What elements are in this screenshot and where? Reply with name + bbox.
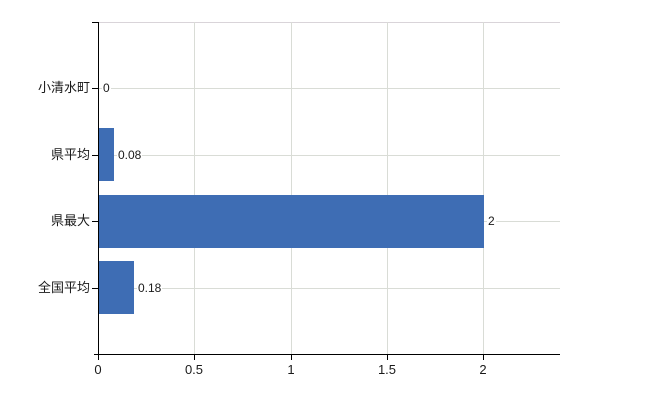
category-label-0: 小清水町 (37, 80, 90, 95)
y-axis-end-tick (92, 22, 98, 23)
bar-value-label: 2 (487, 214, 496, 228)
x-tick-label: 0.5 (184, 362, 204, 377)
y-axis (98, 22, 99, 355)
x-tick (98, 354, 99, 360)
category-label-1: 県平均 (50, 147, 90, 162)
bar-1 (99, 128, 114, 181)
x-tick (483, 354, 484, 360)
bar-value-label: 0.08 (117, 148, 143, 162)
x-tick-label: 0 (94, 362, 102, 377)
y-tick (92, 288, 98, 289)
y-tick (92, 88, 98, 89)
y-tick (92, 155, 98, 156)
gridline-vertical (483, 22, 484, 354)
x-axis (94, 354, 560, 355)
gridline-horizontal (98, 288, 560, 289)
x-tick (291, 354, 292, 360)
x-tick (194, 354, 195, 360)
gridline-vertical (194, 22, 195, 354)
bar-2 (99, 195, 484, 248)
x-tick-label: 1.5 (377, 362, 397, 377)
gridline-horizontal (98, 88, 560, 89)
plot-top-border (98, 22, 560, 23)
gridline-vertical (291, 22, 292, 354)
x-tick-label: 1 (287, 362, 295, 377)
plot-area (98, 22, 560, 354)
bar-value-label: 0.18 (137, 281, 163, 295)
x-tick-label: 2 (479, 362, 487, 377)
bar-value-label: 0 (102, 81, 111, 95)
y-tick (92, 221, 98, 222)
gridline-horizontal (98, 155, 560, 156)
bar-3 (99, 261, 134, 314)
gridline-vertical (387, 22, 388, 354)
x-tick (387, 354, 388, 360)
category-label-3: 全国平均 (37, 280, 90, 295)
category-label-2: 県最大 (50, 213, 90, 228)
